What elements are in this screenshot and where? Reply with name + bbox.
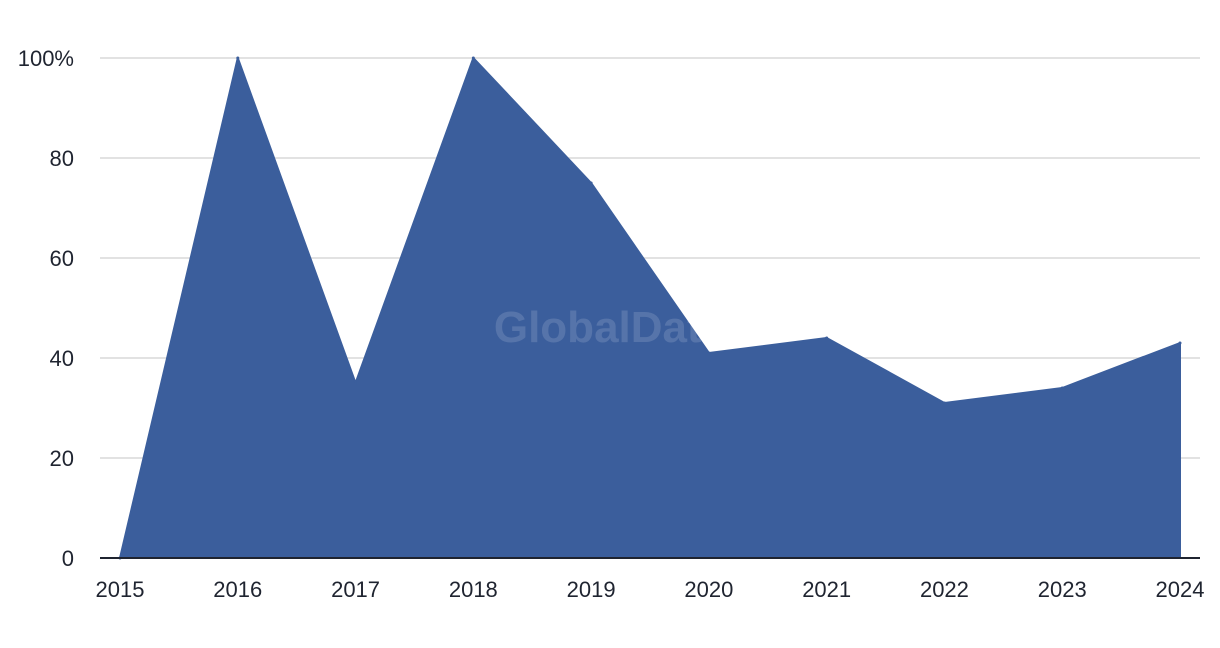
data-point-2020 bbox=[707, 351, 711, 355]
data-point-2023 bbox=[1060, 386, 1064, 390]
x-tick-label-2015: 2015 bbox=[96, 577, 145, 602]
y-tick-label-20: 20 bbox=[50, 446, 74, 471]
y-tick-label-60: 60 bbox=[50, 246, 74, 271]
x-tick-label-2020: 2020 bbox=[684, 577, 733, 602]
watermark-logo: GlobalData bbox=[494, 303, 727, 352]
y-tick-label-80: 80 bbox=[50, 146, 74, 171]
data-point-2018 bbox=[471, 56, 475, 60]
x-tick-label-2024: 2024 bbox=[1156, 577, 1205, 602]
y-tick-label-40: 40 bbox=[50, 346, 74, 371]
data-point-2017 bbox=[354, 381, 358, 385]
x-tick-label-2017: 2017 bbox=[331, 577, 380, 602]
data-point-2021 bbox=[825, 336, 829, 340]
area-fill-series-0 bbox=[119, 57, 1181, 559]
data-point-2019 bbox=[589, 181, 593, 185]
x-axis-tick-labels: 2015 2016 2017 2018 2019 2020 2021 2022 2023 2024 bbox=[96, 577, 1205, 602]
x-tick-label-2022: 2022 bbox=[920, 577, 969, 602]
y-axis-tick-labels: 0 20 40 60 80 100% bbox=[18, 46, 74, 571]
x-tick-label-2016: 2016 bbox=[213, 577, 262, 602]
data-point-2024 bbox=[1178, 341, 1182, 345]
y-tick-label-0: 0 bbox=[62, 546, 74, 571]
y-tick-label-100: 100% bbox=[18, 46, 74, 71]
data-point-2022 bbox=[942, 401, 946, 405]
x-tick-label-2021: 2021 bbox=[802, 577, 851, 602]
x-tick-label-2018: 2018 bbox=[449, 577, 498, 602]
x-tick-label-2023: 2023 bbox=[1038, 577, 1087, 602]
area-series bbox=[118, 56, 1182, 560]
x-tick-label-2019: 2019 bbox=[567, 577, 616, 602]
data-point-2016 bbox=[236, 56, 240, 60]
